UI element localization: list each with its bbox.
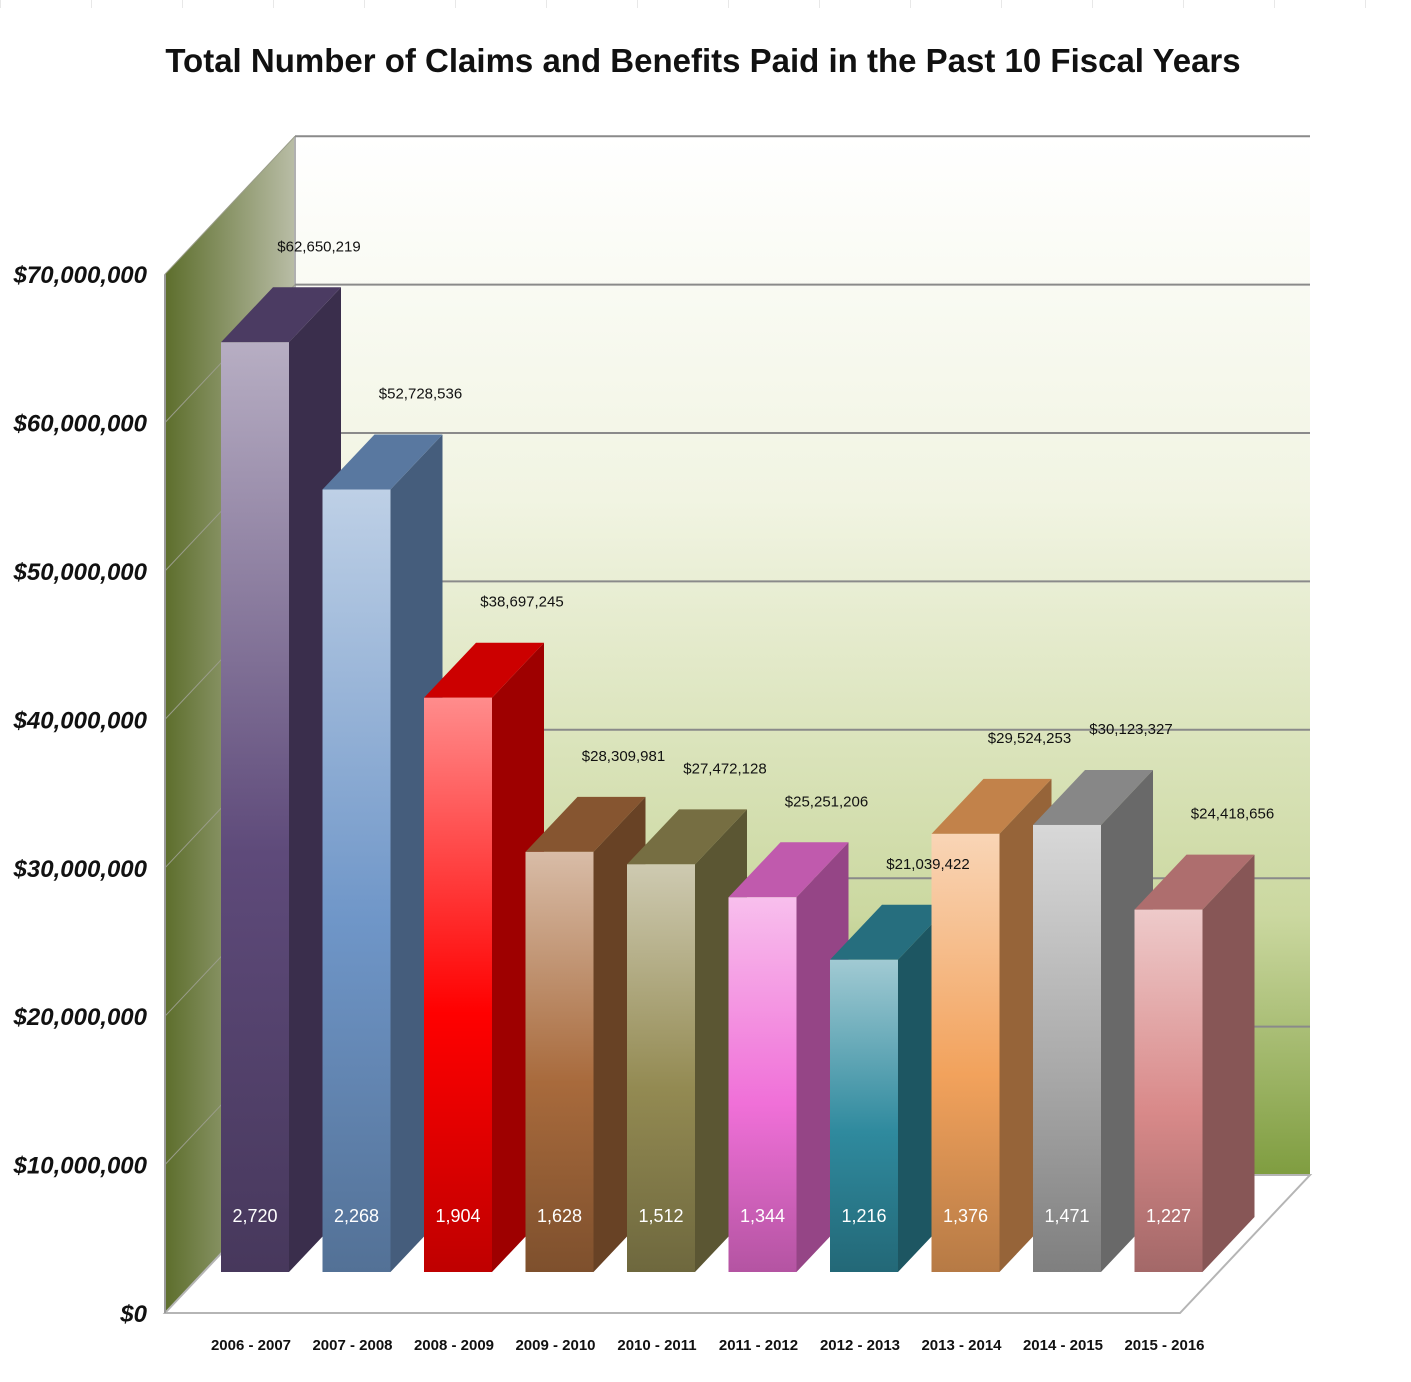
bar-2015-2016 <box>1134 854 1255 1272</box>
value-label: $38,697,245 <box>480 594 563 611</box>
bar-top <box>931 778 1052 834</box>
x-tick-label: 2006 - 2007 <box>211 1337 291 1354</box>
bar-2008-2009 <box>424 642 544 1272</box>
bar-top <box>627 809 747 865</box>
y-tick-label: $60,000,000 <box>13 411 148 438</box>
claims-label: 1,904 <box>435 1206 480 1226</box>
y-tick-label: $50,000,000 <box>13 559 148 586</box>
bar-top <box>830 904 950 960</box>
claims-label: 1,216 <box>841 1206 886 1226</box>
claims-label: 1,512 <box>638 1206 683 1226</box>
claims-label: 1,376 <box>943 1206 988 1226</box>
bar-top <box>1033 769 1153 825</box>
bar-front <box>1033 824 1101 1272</box>
gridline-side <box>164 135 296 275</box>
bar-front <box>525 851 594 1272</box>
bar-top <box>221 287 341 343</box>
bar-side <box>1202 854 1255 1272</box>
y-tick-label: $70,000,000 <box>13 262 148 289</box>
bar-front <box>830 959 898 1272</box>
claims-label: 1,471 <box>1044 1206 1089 1226</box>
claims-label: 1,227 <box>1146 1206 1191 1226</box>
y-tick-label: $10,000,000 <box>13 1153 148 1180</box>
claims-label: 2,268 <box>334 1206 379 1226</box>
claims-label: 1,344 <box>740 1206 785 1226</box>
claims-label: 2,720 <box>232 1206 277 1226</box>
bar-top <box>322 434 443 490</box>
x-tick-label: 2011 - 2012 <box>719 1337 798 1354</box>
claim-labels: 2,720 2,268 1,904 1,628 1,512 1,344 1,216 1,376… <box>232 1206 1191 1226</box>
bars <box>221 287 1255 1272</box>
value-label: $24,418,656 <box>1191 806 1274 823</box>
bar-top <box>424 642 544 698</box>
claims-label: 1,628 <box>537 1206 582 1226</box>
x-tick-label: 2009 - 2010 <box>515 1337 595 1354</box>
bar-front <box>728 897 797 1272</box>
x-tick-label: 2007 - 2008 <box>312 1337 392 1354</box>
bar-top <box>1134 854 1255 910</box>
bar-top <box>525 796 646 852</box>
x-tick-label: 2010 - 2011 <box>617 1337 696 1354</box>
x-tick-label: 2014 - 2015 <box>1023 1337 1103 1354</box>
bar-front <box>627 864 695 1272</box>
x-axis: 2006 - 2007 2007 - 2008 2008 - 2009 2009 - … <box>211 1337 1205 1354</box>
x-tick-label: 2008 - 2009 <box>414 1337 494 1354</box>
x-tick-label: 2012 - 2013 <box>820 1337 900 1354</box>
value-label: $27,472,128 <box>683 760 766 777</box>
bar-top <box>728 842 849 898</box>
y-tick-label: $0 <box>119 1301 147 1328</box>
bar-front <box>322 489 391 1272</box>
value-label: $62,650,219 <box>277 238 360 255</box>
bar-front <box>221 342 289 1272</box>
y-tick-label: $30,000,000 <box>13 856 148 883</box>
value-label: $29,524,253 <box>988 730 1071 747</box>
value-label: $30,123,327 <box>1089 721 1172 738</box>
chart-title: Total Number of Claims and Benefits Paid… <box>165 42 1240 79</box>
value-labels: $62,650,219 $52,728,536 $38,697,245 $28,309… <box>277 238 1274 873</box>
value-label: $25,251,206 <box>785 793 868 810</box>
bar-front <box>931 833 1000 1272</box>
bar-front <box>1134 909 1203 1272</box>
value-label: $21,039,422 <box>886 856 969 873</box>
bar-front <box>424 697 492 1272</box>
y-axis: $0 $10,000,000 $20,000,000 $30,000,000 $40,0… <box>13 262 166 1328</box>
x-tick-label: 2013 - 2014 <box>921 1337 1002 1354</box>
y-tick-label: $40,000,000 <box>13 707 148 734</box>
value-label: $28,309,981 <box>582 748 665 765</box>
y-tick-label: $20,000,000 <box>13 1004 148 1031</box>
x-tick-label: 2015 - 2016 <box>1124 1337 1204 1354</box>
value-label: $52,728,536 <box>379 386 462 403</box>
bar-2011-2012 <box>728 842 849 1272</box>
